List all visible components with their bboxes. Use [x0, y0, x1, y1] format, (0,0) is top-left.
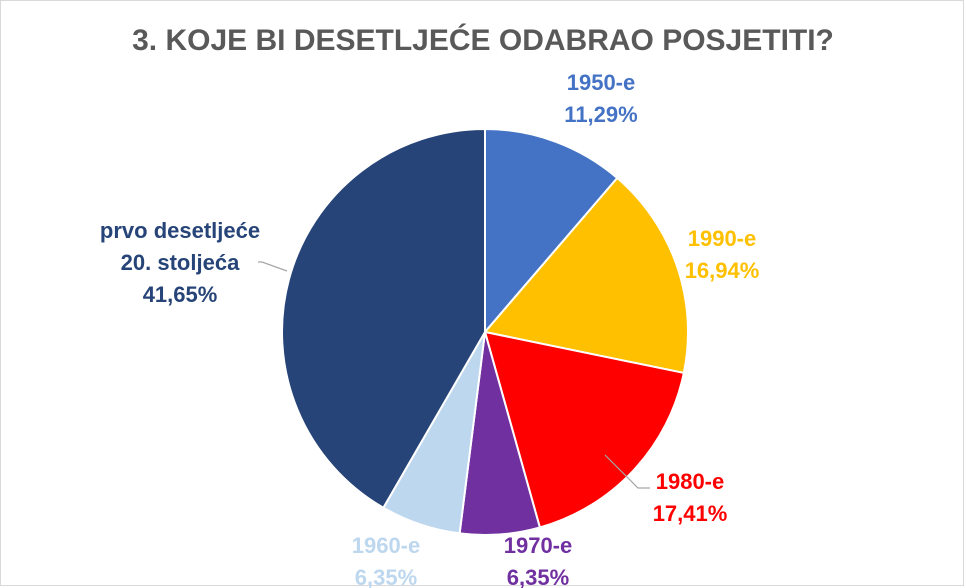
chart-title: 3. KOJE BI DESETLJEĆE ODABRAO POSJETITI? [132, 23, 834, 57]
pie-slice-0 [484, 127, 619, 335]
data-label-4: 1960-e 6,35% [352, 533, 421, 588]
data-label-3: 1970-e 6,35% [504, 533, 573, 588]
pie-slice-2 [483, 330, 686, 529]
data-label-0: 1950-e 11,29% [564, 70, 637, 127]
pie-slice-1 [483, 176, 689, 375]
data-labels: 1950-e 11,29% 1990-e 16,94% 1980-e 17,41% 1970… [100, 70, 759, 588]
data-label-1: 1990-e 16,94% [685, 226, 760, 283]
data-label-2: 1980-e 17,41% [653, 469, 728, 526]
pie-slices [281, 127, 689, 536]
leader-lines [258, 261, 650, 489]
leader-line-5 [258, 261, 288, 272]
data-label-5: prvo desetljeće 20. stoljeća 41,65% [100, 218, 260, 307]
leader-line-2 [604, 454, 650, 489]
pie-slice-5 [281, 127, 486, 510]
